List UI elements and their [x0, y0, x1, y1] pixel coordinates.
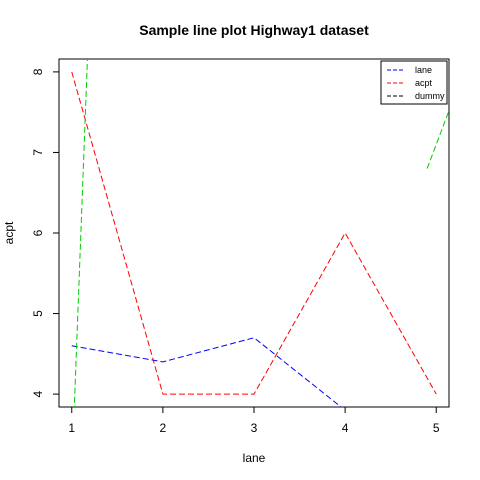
- y-tick-label: 7: [31, 149, 45, 156]
- x-tick-label: 1: [68, 421, 75, 435]
- series-line-lane: [72, 338, 436, 427]
- y-tick-label: 8: [31, 68, 45, 75]
- legend-entry-label: dummy: [415, 91, 445, 101]
- legend-entry-label: acpt: [415, 78, 433, 88]
- x-axis-label: lane: [243, 451, 266, 465]
- x-tick-label: 3: [251, 421, 258, 435]
- axes: 1 2 3 4 5 4 5 6 7 8: [31, 68, 440, 435]
- legend: lane acpt dummy: [381, 61, 447, 104]
- series-line-acpt: [72, 72, 436, 394]
- legend-entry-label: lane: [415, 65, 432, 75]
- x-tick-label: 4: [342, 421, 349, 435]
- y-axis-label: acpt: [2, 221, 16, 244]
- y-tick-label: 5: [31, 310, 45, 317]
- x-tick-label: 5: [433, 421, 440, 435]
- y-tick-label: 4: [31, 390, 45, 397]
- x-tick-label: 2: [160, 421, 167, 435]
- chart-title: Sample line plot Highway1 dataset: [139, 22, 369, 38]
- y-tick-label: 6: [31, 229, 45, 236]
- series-line-unlabeled: [72, 0, 99, 475]
